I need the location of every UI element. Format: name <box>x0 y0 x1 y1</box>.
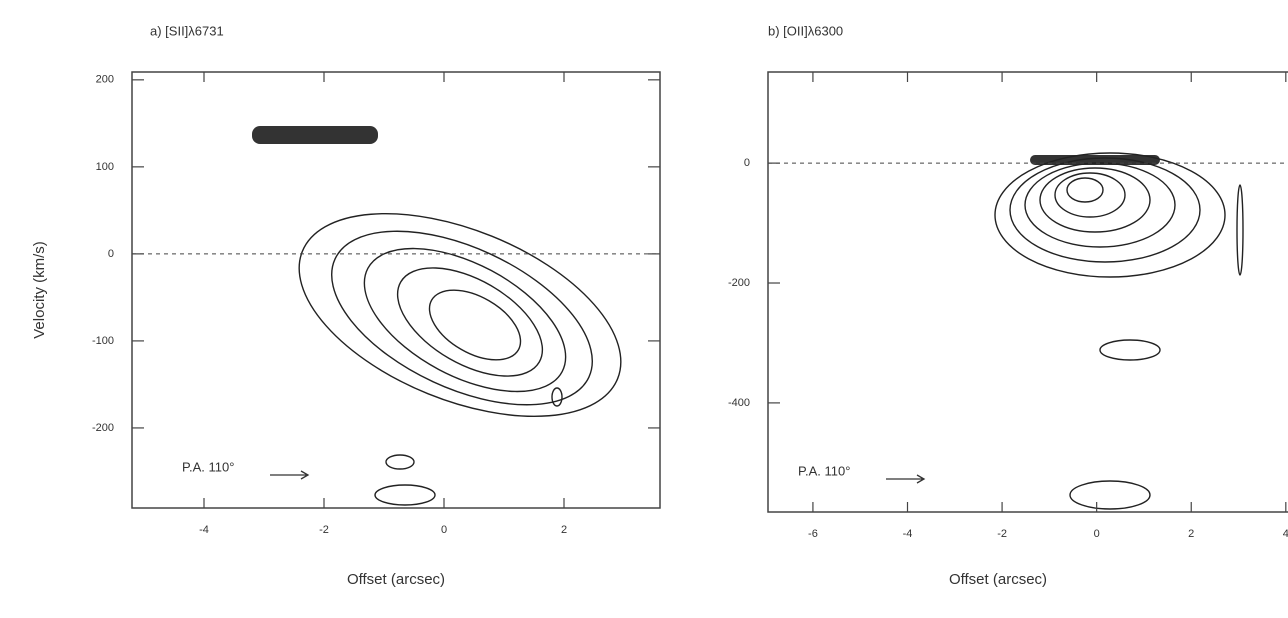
x-tick-label: 2 <box>1188 528 1194 540</box>
annotation-arrow <box>886 474 926 484</box>
plot-frame <box>767 71 1288 513</box>
contour <box>298 212 622 418</box>
y-tick-label: -200 <box>728 277 750 289</box>
contour <box>396 267 544 377</box>
contour <box>994 152 1226 278</box>
x-tick-label: -2 <box>319 524 329 536</box>
contour <box>1009 157 1201 263</box>
contour <box>1054 172 1126 218</box>
y-tick-label: -100 <box>92 335 114 347</box>
y-tick-label: 0 <box>108 248 114 260</box>
contour <box>1236 184 1244 276</box>
x-tick-label: 4 <box>1283 528 1288 540</box>
contour <box>374 484 436 506</box>
contour <box>385 454 415 470</box>
y-tick-label: -200 <box>92 422 114 434</box>
contour-blob <box>1030 155 1160 165</box>
annotation: P.A. 110° <box>798 463 850 478</box>
x-tick-label: -4 <box>903 528 913 540</box>
contour-blob <box>252 126 378 144</box>
contour <box>363 247 567 393</box>
contour <box>1099 339 1161 361</box>
panel-title: b) [OII]λ6300 <box>768 23 843 38</box>
annotation: P.A. 110° <box>182 459 234 474</box>
annotation-arrow <box>270 470 310 480</box>
x-tick-label: -4 <box>199 524 209 536</box>
x-tick-label: 0 <box>1094 528 1100 540</box>
x-tick-label: 2 <box>561 524 567 536</box>
contour <box>1069 480 1151 510</box>
plot-frame <box>131 71 661 509</box>
x-axis-label: Offset (arcsec) <box>347 571 445 588</box>
contour <box>428 289 522 361</box>
contours-a <box>252 126 622 506</box>
x-tick-label: 0 <box>441 524 447 536</box>
contour <box>1039 167 1151 233</box>
y-axis-label: Velocity (km/s) <box>31 241 48 339</box>
panel-title: a) [SII]λ6731 <box>150 23 224 38</box>
x-tick-label: -6 <box>808 528 818 540</box>
x-axis-label: Offset (arcsec) <box>949 571 1047 588</box>
x-tick-label: -2 <box>997 528 1007 540</box>
y-tick-label: 0 <box>744 157 750 169</box>
contour <box>1066 177 1104 203</box>
contour <box>1024 162 1176 248</box>
y-tick-label: 200 <box>96 74 114 86</box>
y-tick-label: -400 <box>728 397 750 409</box>
y-tick-label: 100 <box>96 161 114 173</box>
contours-b <box>994 152 1244 510</box>
contour <box>331 230 593 406</box>
contour <box>551 387 563 407</box>
